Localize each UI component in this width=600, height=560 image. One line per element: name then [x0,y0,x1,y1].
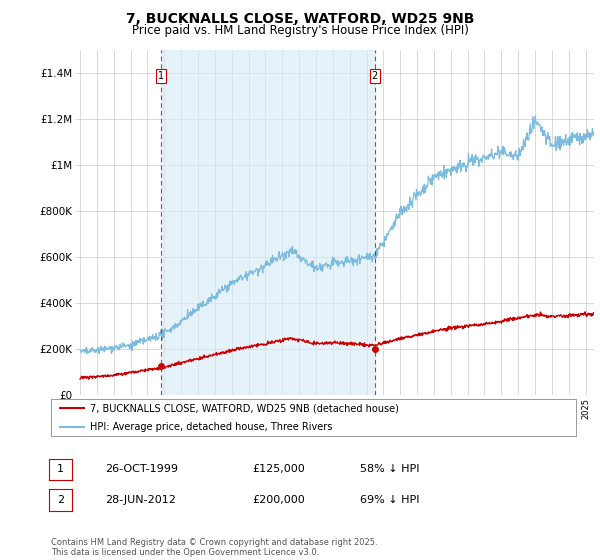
Text: 7, BUCKNALLS CLOSE, WATFORD, WD25 9NB: 7, BUCKNALLS CLOSE, WATFORD, WD25 9NB [126,12,474,26]
Text: 7, BUCKNALLS CLOSE, WATFORD, WD25 9NB (detached house): 7, BUCKNALLS CLOSE, WATFORD, WD25 9NB (d… [91,403,399,413]
Text: Price paid vs. HM Land Registry's House Price Index (HPI): Price paid vs. HM Land Registry's House … [131,24,469,36]
Text: 2: 2 [371,71,378,81]
Text: Contains HM Land Registry data © Crown copyright and database right 2025.
This d: Contains HM Land Registry data © Crown c… [51,538,377,557]
Bar [161,50,375,395]
Text: 69% ↓ HPI: 69% ↓ HPI [360,494,419,505]
Text: HPI: Average price, detached house, Three Rivers: HPI: Average price, detached house, Thre… [91,422,333,432]
Text: 1: 1 [158,71,164,81]
Text: 58% ↓ HPI: 58% ↓ HPI [360,464,419,474]
Text: 1: 1 [57,464,64,474]
Text: £125,000: £125,000 [252,464,305,474]
Text: £200,000: £200,000 [252,494,305,505]
Text: 26-OCT-1999: 26-OCT-1999 [105,464,178,474]
Text: 28-JUN-2012: 28-JUN-2012 [105,494,176,505]
Text: 2: 2 [57,495,64,505]
